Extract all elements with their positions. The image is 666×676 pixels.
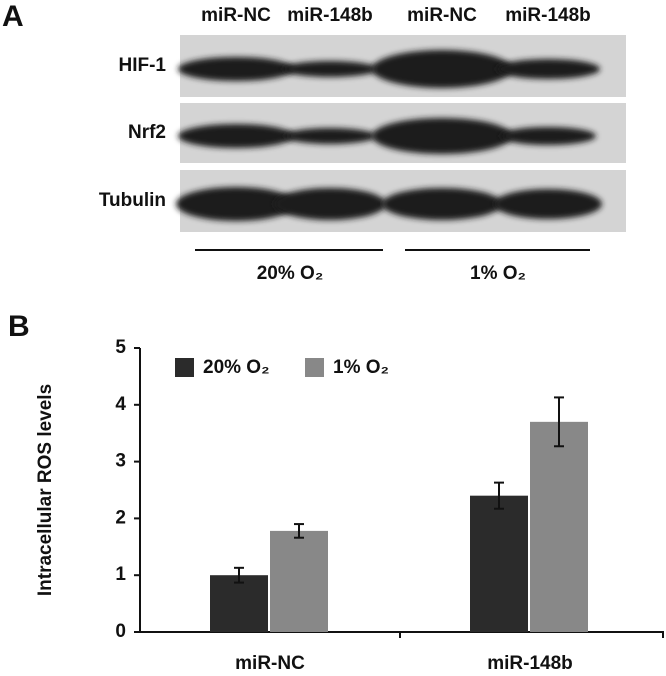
band (382, 188, 502, 220)
row-label: Nrf2 (128, 122, 166, 143)
band (500, 127, 596, 145)
x-tick-label: miR-NC (235, 653, 305, 674)
bar (470, 495, 528, 632)
group-label: 20% O₂ (257, 263, 324, 284)
bar (270, 530, 328, 632)
column-label: miR-NC (407, 5, 477, 26)
column-label: miR-148b (505, 5, 591, 26)
row-label: Tubulin (99, 190, 166, 211)
group-label: 1% O₂ (470, 263, 526, 284)
band (178, 57, 294, 81)
y-tick-label: 3 (115, 451, 126, 472)
legend-label: 1% O₂ (333, 357, 389, 378)
bar (210, 575, 268, 632)
y-tick-label: 4 (115, 394, 126, 415)
row-label: HIF-1 (119, 55, 167, 76)
band (284, 128, 376, 144)
band (274, 188, 386, 220)
bar-chart: 0 1 2 3 4 5 Intracellular ROS levels miR-NC miR-… (35, 337, 664, 674)
panel-label: A (2, 0, 24, 33)
y-axis-label: Intracellular ROS levels (35, 384, 56, 596)
legend-swatch (305, 358, 324, 377)
x-tick-label: miR-148b (487, 653, 573, 674)
band (178, 124, 294, 148)
western-blot: miR-NC miR-148b miR-NC miR-148b HIF-1 Nrf2 Tub… (99, 5, 626, 284)
band (372, 50, 512, 88)
band (372, 118, 512, 154)
y-tick-label: 5 (115, 337, 126, 358)
y-tick-label: 2 (115, 507, 126, 528)
band (282, 61, 378, 77)
column-label: miR-NC (201, 5, 271, 26)
column-label: miR-148b (287, 5, 373, 26)
band (494, 189, 602, 219)
band (176, 187, 296, 221)
y-tick-label: 0 (115, 621, 126, 642)
y-tick-label: 1 (115, 564, 126, 585)
panel-label: B (8, 310, 30, 343)
legend-swatch (175, 358, 194, 377)
bar (530, 421, 588, 632)
band (496, 59, 600, 79)
legend-label: 20% O₂ (203, 357, 270, 378)
